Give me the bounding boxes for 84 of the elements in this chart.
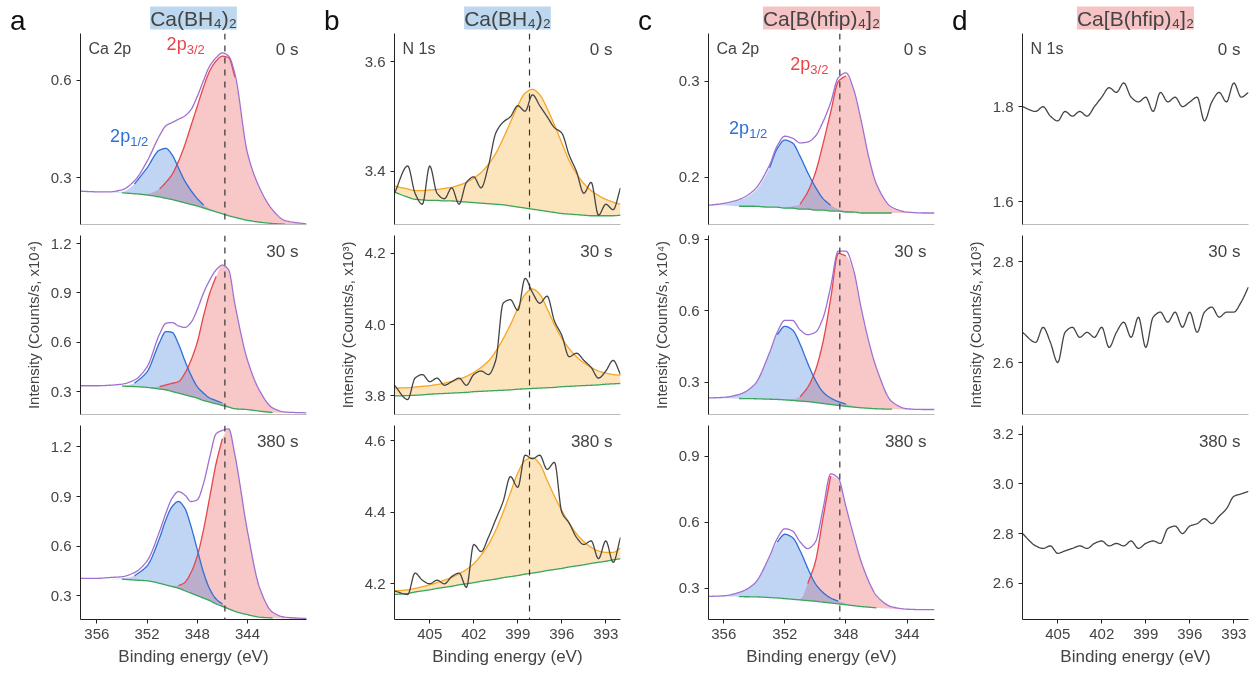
x-tick-label: 356	[84, 624, 110, 642]
annotation: 30 s	[580, 241, 613, 261]
x-tick-label: 399	[1133, 624, 1159, 642]
y-tick-label: 1.2	[50, 437, 72, 455]
x-axis-title: Binding energy (eV)	[746, 646, 897, 666]
annotation: Ca 2p	[716, 39, 760, 57]
y-tick-label: 1.6	[992, 192, 1014, 210]
y-tick-label: 0.9	[678, 230, 700, 248]
x-axis-title: Binding energy (eV)	[432, 646, 583, 666]
x-tick-label: 405	[417, 624, 443, 642]
annotation: N 1s	[402, 39, 436, 57]
annotation: Ca 2p	[88, 39, 132, 57]
x-tick-label: 405	[1045, 624, 1071, 642]
x-tick-label: 356	[711, 624, 737, 642]
y-tick-label: 4.4	[364, 503, 386, 521]
x-tick-label: 352	[772, 624, 798, 642]
x-axis-title: Binding energy (eV)	[1060, 646, 1211, 666]
x-tick-label: 352	[134, 624, 160, 642]
annotation: N 1s	[1030, 39, 1064, 57]
y-tick-label: 3.0	[992, 474, 1014, 492]
annotation: 30 s	[1208, 241, 1241, 261]
x-tick-label: 402	[1089, 624, 1115, 642]
text: d	[952, 4, 968, 38]
y-tick-label: 0.2	[678, 168, 700, 186]
annotation: 30 s	[894, 241, 927, 261]
annotation: 0 s	[903, 39, 927, 59]
annotation: 380 s	[570, 431, 613, 451]
chart-title: Ca[B(hfip)₄]₂	[1076, 6, 1195, 30]
annotation: 380 s	[256, 431, 299, 451]
y-tick-label: 3.8	[364, 386, 386, 404]
y-axis-title: Intensity (Counts/s, x10³)	[966, 241, 984, 409]
y-tick-label: 1.2	[50, 234, 72, 252]
y-tick-label: 0.6	[50, 537, 72, 555]
annotation: 0 s	[275, 39, 299, 59]
y-tick-label: 0.6	[678, 301, 700, 319]
y-axis-title: Intensity (Counts/s, x10⁴)	[24, 240, 42, 410]
x-tick-label: 393	[593, 624, 619, 642]
y-tick-label: 3.6	[364, 52, 386, 70]
x-tick-label: 402	[461, 624, 487, 642]
text: b	[324, 4, 340, 38]
y-axis-title: Intensity (Counts/s, x10³)	[338, 241, 356, 409]
y-tick-label: 4.6	[364, 431, 386, 449]
text: c	[638, 4, 652, 38]
y-tick-label: 0.3	[50, 382, 72, 400]
x-tick-label: 396	[549, 624, 575, 642]
text: a	[10, 4, 26, 38]
y-tick-label: 2.6	[992, 574, 1014, 592]
x-tick-label: 344	[234, 624, 261, 642]
y-tick-label: 0.3	[678, 72, 700, 90]
annotation: 380 s	[884, 431, 927, 451]
x-tick-label: 396	[1177, 624, 1203, 642]
chart-title: Ca[B(hfip)₄]₂	[762, 6, 881, 30]
y-tick-label: 4.0	[364, 315, 386, 333]
y-tick-label: 2.6	[992, 353, 1014, 371]
x-axis-title: Binding energy (eV)	[118, 646, 269, 666]
y-tick-label: 0.3	[50, 168, 72, 186]
annotation: 0 s	[1217, 39, 1241, 59]
y-tick-label: 0.3	[678, 579, 700, 597]
x-tick-label: 348	[833, 624, 859, 642]
y-tick-label: 2.8	[992, 252, 1014, 270]
y-tick-label: 2.8	[992, 524, 1014, 542]
annotation: 380 s	[1198, 431, 1241, 451]
y-tick-label: 1.8	[992, 97, 1014, 115]
y-tick-label: 0.3	[678, 373, 700, 391]
y-tick-label: 0.9	[678, 447, 700, 465]
y-tick-label: 3.2	[992, 425, 1014, 443]
y-tick-label: 0.3	[50, 586, 72, 604]
x-tick-label: 348	[184, 624, 210, 642]
chart-title: Ca(BH₄)₂	[464, 6, 551, 30]
y-axis-title: Intensity (Counts/s, x10⁴)	[652, 240, 670, 410]
y-tick-label: 3.4	[364, 162, 386, 180]
y-tick-label: 0.6	[50, 333, 72, 351]
y-tick-label: 4.2	[364, 244, 386, 262]
annotation: 0 s	[589, 39, 613, 59]
x-tick-label: 344	[894, 624, 920, 642]
x-tick-label: 399	[505, 624, 531, 642]
chart-title: Ca(BH₄)₂	[150, 6, 237, 30]
y-tick-label: 0.9	[50, 487, 72, 505]
y-tick-label: 0.6	[50, 71, 72, 89]
y-tick-label: 0.9	[50, 283, 72, 301]
y-tick-label: 4.2	[364, 574, 386, 592]
x-tick-label: 393	[1221, 624, 1247, 642]
annotation: 30 s	[266, 241, 299, 261]
y-tick-label: 0.6	[678, 513, 700, 531]
